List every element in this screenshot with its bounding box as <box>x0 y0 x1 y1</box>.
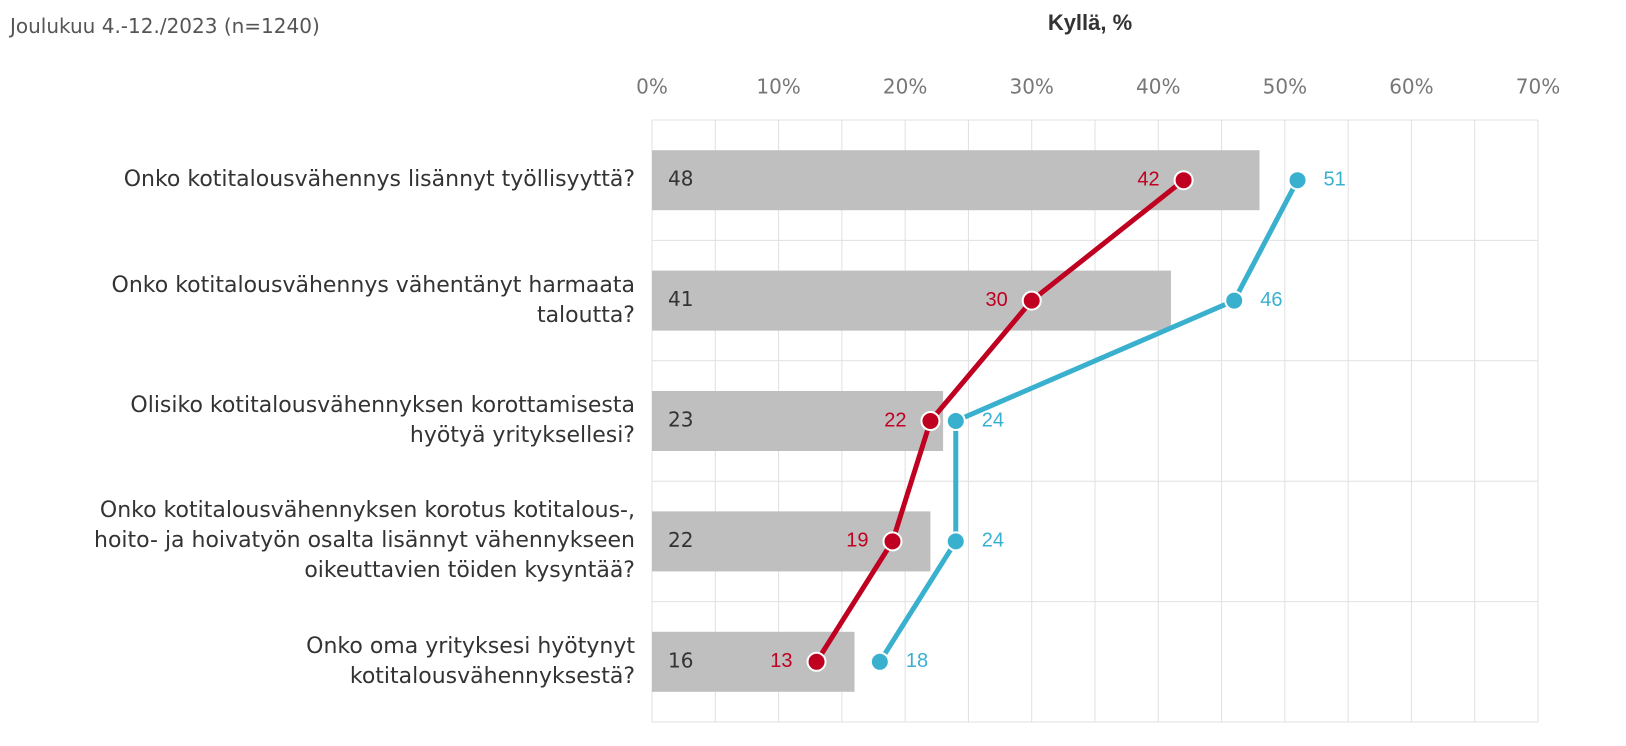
category-label: Olisiko kotitalousvähennyksen korottamis… <box>130 393 635 448</box>
point-value-label: 18 <box>906 650 928 672</box>
x-tick-label: 60% <box>1389 75 1433 99</box>
point-value-label: 42 <box>1137 168 1159 190</box>
point <box>869 651 890 672</box>
x-tick-label: 70% <box>1516 75 1560 99</box>
point <box>1021 290 1042 311</box>
point <box>920 411 941 431</box>
point-value-label: 30 <box>985 289 1007 311</box>
point-value-label: 19 <box>846 530 868 552</box>
bar <box>652 150 1260 211</box>
x-tick-label: 20% <box>883 75 927 99</box>
x-tick-label: 10% <box>756 75 800 99</box>
point-value-label: 51 <box>1324 168 1346 190</box>
point-value-label: 24 <box>982 409 1004 431</box>
point <box>806 651 827 672</box>
category-label: Onko kotitalousvähennys lisännyt työllis… <box>123 167 635 193</box>
bar <box>652 391 944 451</box>
bar-value-label: 22 <box>668 528 693 552</box>
bar-value-label: 16 <box>668 648 693 672</box>
x-tick-label: 40% <box>1136 75 1180 99</box>
category-label: Onko kotitalousvähennys vähentänyt harma… <box>111 272 635 328</box>
point <box>1173 170 1194 191</box>
x-tick-label: 30% <box>1009 75 1053 99</box>
bar-value-label: 41 <box>668 287 693 311</box>
point-value-label: 46 <box>1260 289 1282 311</box>
chart-subtitle: Joulukuu 4.-12./2023 (n=1240) <box>10 14 320 38</box>
x-tick-label: 0% <box>636 75 668 99</box>
chart-title: Kyllä, % <box>1047 10 1133 35</box>
point-value-label: 24 <box>982 530 1004 552</box>
category-label: Onko kotitalousvähennyksen korotus kotit… <box>94 498 635 584</box>
point <box>945 411 966 431</box>
point-value-label: 22 <box>884 409 906 431</box>
category-label: Onko oma yrityksesi hyötynyt kotitalousv… <box>306 633 635 689</box>
point <box>945 531 966 552</box>
bar <box>652 270 1171 331</box>
bar-value-label: 48 <box>668 167 693 191</box>
point <box>882 531 903 552</box>
point <box>1287 170 1308 191</box>
point-value-label: 13 <box>770 650 792 672</box>
bar-value-label: 23 <box>668 408 693 432</box>
x-tick-label: 50% <box>1263 75 1307 99</box>
point <box>1224 290 1245 311</box>
